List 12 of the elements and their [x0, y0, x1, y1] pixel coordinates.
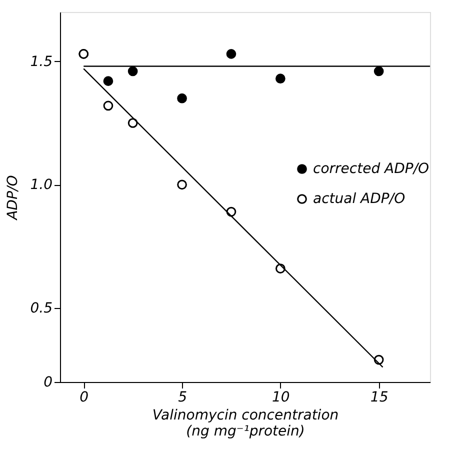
y-tick-label: 0.5: [30, 300, 53, 316]
legend-label: corrected ADP/O: [313, 161, 430, 177]
x-tick-label: 15: [370, 390, 388, 406]
x-tick-label: 5: [178, 390, 188, 406]
y-tick-label: 0: [44, 374, 53, 390]
y-tick-label: 1.5: [30, 54, 53, 70]
x-axis-title: Valinomycin concentration (ng mg⁻¹protein): [152, 408, 339, 440]
y-tick-label: 1.0: [30, 177, 53, 194]
x-tick-label: 0: [80, 390, 89, 406]
x-tick-label: 10: [272, 390, 290, 406]
y-axis-title: ADP/O: [5, 175, 22, 221]
legend-label: actual ADP/O: [313, 191, 406, 207]
